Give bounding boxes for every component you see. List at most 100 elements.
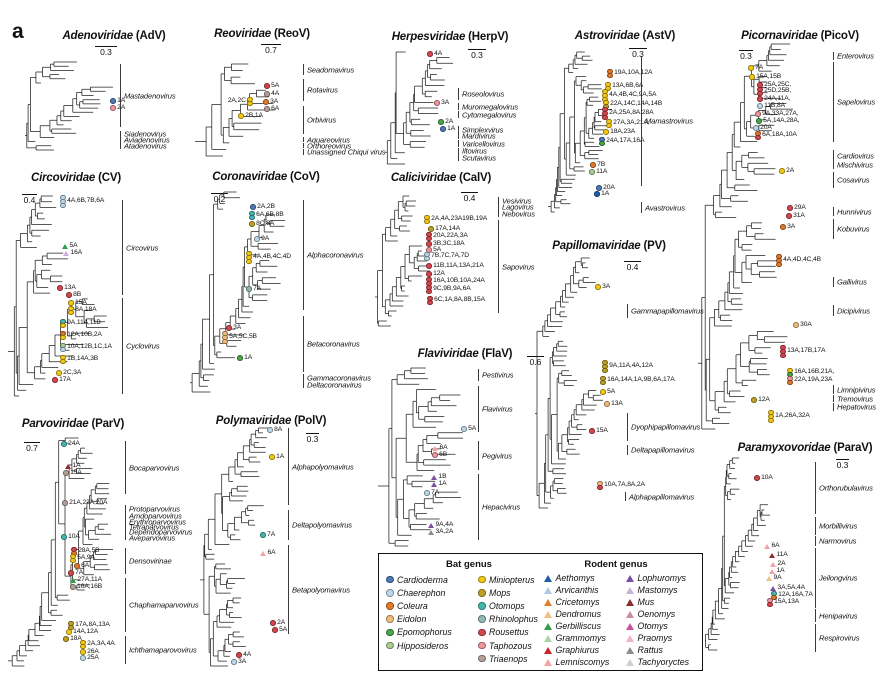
marker-symbols <box>771 590 777 601</box>
marker-symbols <box>604 401 610 407</box>
legend-entry: Mops <box>478 586 538 599</box>
tip-label: 17A <box>59 375 71 383</box>
tip-label: 22A,19A,23A <box>794 376 833 384</box>
marker-symbols <box>246 250 252 265</box>
marker-symbols <box>60 342 66 353</box>
tip-label: 9C,9B,9A,6A <box>433 285 471 293</box>
genus-range-bar <box>120 143 122 149</box>
phylo-tree-calv <box>375 195 430 327</box>
legend-entry: Cardioderma <box>386 573 452 586</box>
family-title-polv: Polymaviridae (PolV) <box>216 415 327 427</box>
marker-symbols <box>755 111 761 117</box>
legend-genus-name: Cardioderma <box>397 574 448 585</box>
marker-symbols <box>431 481 437 487</box>
tip-label: 1A <box>776 566 785 574</box>
bat-genus-dot-icon <box>754 475 760 481</box>
scale-bar-parv: 0.7 <box>24 442 40 453</box>
family-title-adv: Adenoviridae (AdV) <box>62 30 165 42</box>
bat-genus-dot-icon <box>57 285 63 291</box>
tip-label: 16A,16B,21A, <box>794 368 835 376</box>
genus-label: Hunnivirus <box>837 207 872 216</box>
tip-label: 15A,13A <box>774 598 800 606</box>
rodent-genus-triangle-icon <box>431 474 437 480</box>
bat-genus-dot-icon <box>426 241 432 247</box>
marker-symbols <box>780 224 786 230</box>
tip-label: 13A <box>64 283 76 291</box>
tip-marker: 24A,17A,16A <box>599 136 645 147</box>
bat-genus-dot-icon <box>779 168 785 174</box>
bat-genus-dot-icon <box>267 427 273 433</box>
tip-marker: 11B,11A,13A,21A <box>426 262 484 270</box>
genus-label: Gammacoronavirus <box>307 373 371 382</box>
scale-value: 0.6 <box>529 357 542 367</box>
genus-label: Deltapolyomavirus <box>292 520 352 530</box>
marker-symbols <box>249 210 255 221</box>
bat-genus-dot-icon <box>427 51 433 57</box>
tip-label: 11A <box>596 167 608 175</box>
tip-label: 11B,8A <box>764 101 785 109</box>
marker-symbols <box>424 490 430 496</box>
marker-symbols <box>461 426 467 432</box>
marker-symbols <box>63 470 69 476</box>
genus-label: Orthorubulavirus <box>819 483 873 493</box>
legend-genus-name: Hipposideros <box>397 640 449 651</box>
marker-symbols <box>80 639 86 650</box>
tip-marker: 25D,25B, <box>757 86 791 97</box>
scale-bar-pv: 0.4 <box>624 261 641 272</box>
genus-range-bar <box>625 492 627 501</box>
genus-range-bar <box>120 137 122 143</box>
marker-symbols <box>607 68 613 79</box>
marker-symbols <box>768 409 774 424</box>
genus-range-bar <box>833 161 835 169</box>
tip-marker: 5A,14A,28A, <box>756 117 800 125</box>
rodent-genus-triangle-icon <box>428 522 434 528</box>
bat-genus-dot-icon <box>426 288 432 295</box>
tip-marker: 3A <box>226 324 241 332</box>
legend-entry: Rhinolophus <box>478 613 538 626</box>
bat-genus-dot-icon <box>427 299 433 306</box>
scale-value: 0.3 <box>306 434 319 444</box>
marker-symbols <box>780 344 786 359</box>
legend-entry: Rousettus <box>478 626 538 639</box>
family-abbr: (ParaV) <box>833 442 873 454</box>
tip-label: 3A <box>238 657 247 665</box>
tip-label: 1A,26A,32A <box>775 412 810 420</box>
legend-bat-title: Bat genus <box>446 559 492 570</box>
legend-genus-name: Mops <box>489 587 511 598</box>
genus-range-bar <box>303 143 305 148</box>
tip-marker: 5A <box>264 82 279 90</box>
genus-range-bar <box>458 133 460 139</box>
genus-range-bar <box>641 202 643 213</box>
tip-marker: 9A <box>766 574 782 582</box>
tip-marker: 2B,1A <box>238 112 263 120</box>
bat-genus-dot-icon <box>757 103 763 109</box>
tip-marker: 2A <box>438 117 454 126</box>
bat-genus-dot-icon <box>264 91 270 97</box>
tip-label: 2A <box>445 117 454 125</box>
bat-genus-dot-icon <box>80 655 86 661</box>
legend-entry: Otomops <box>478 599 538 612</box>
marker-symbols <box>764 543 770 549</box>
legend-entry: Epomophorus <box>386 626 452 639</box>
genus-label: Tetraparvovirus <box>129 522 179 531</box>
bat-genus-dot-icon <box>60 202 66 209</box>
marker-symbols <box>597 480 603 491</box>
tip-label: 12A,16A,7A <box>778 591 813 599</box>
marker-symbols <box>438 119 444 125</box>
marker-symbols <box>63 250 69 256</box>
tip-marker: 5A <box>62 242 78 250</box>
marker-symbols <box>602 106 608 121</box>
tip-label: 6B <box>439 450 448 458</box>
tip-label: 3A <box>602 282 611 290</box>
family-name: Coronaviridae <box>212 171 288 183</box>
tip-label: 4A,6B,7B,6A <box>67 197 105 205</box>
tip-marker: 1A <box>769 566 785 575</box>
bat-genus-dot-icon <box>424 218 430 225</box>
marker-symbols <box>62 243 68 249</box>
bat-genus-dot-icon <box>249 214 255 221</box>
legend-triangle-icon <box>626 658 634 666</box>
tip-marker: 14A,12A <box>66 628 98 636</box>
tip-marker: 10A,7A,8A,2A <box>597 480 645 491</box>
marker-symbols <box>264 106 270 112</box>
marker-symbols <box>426 231 432 242</box>
